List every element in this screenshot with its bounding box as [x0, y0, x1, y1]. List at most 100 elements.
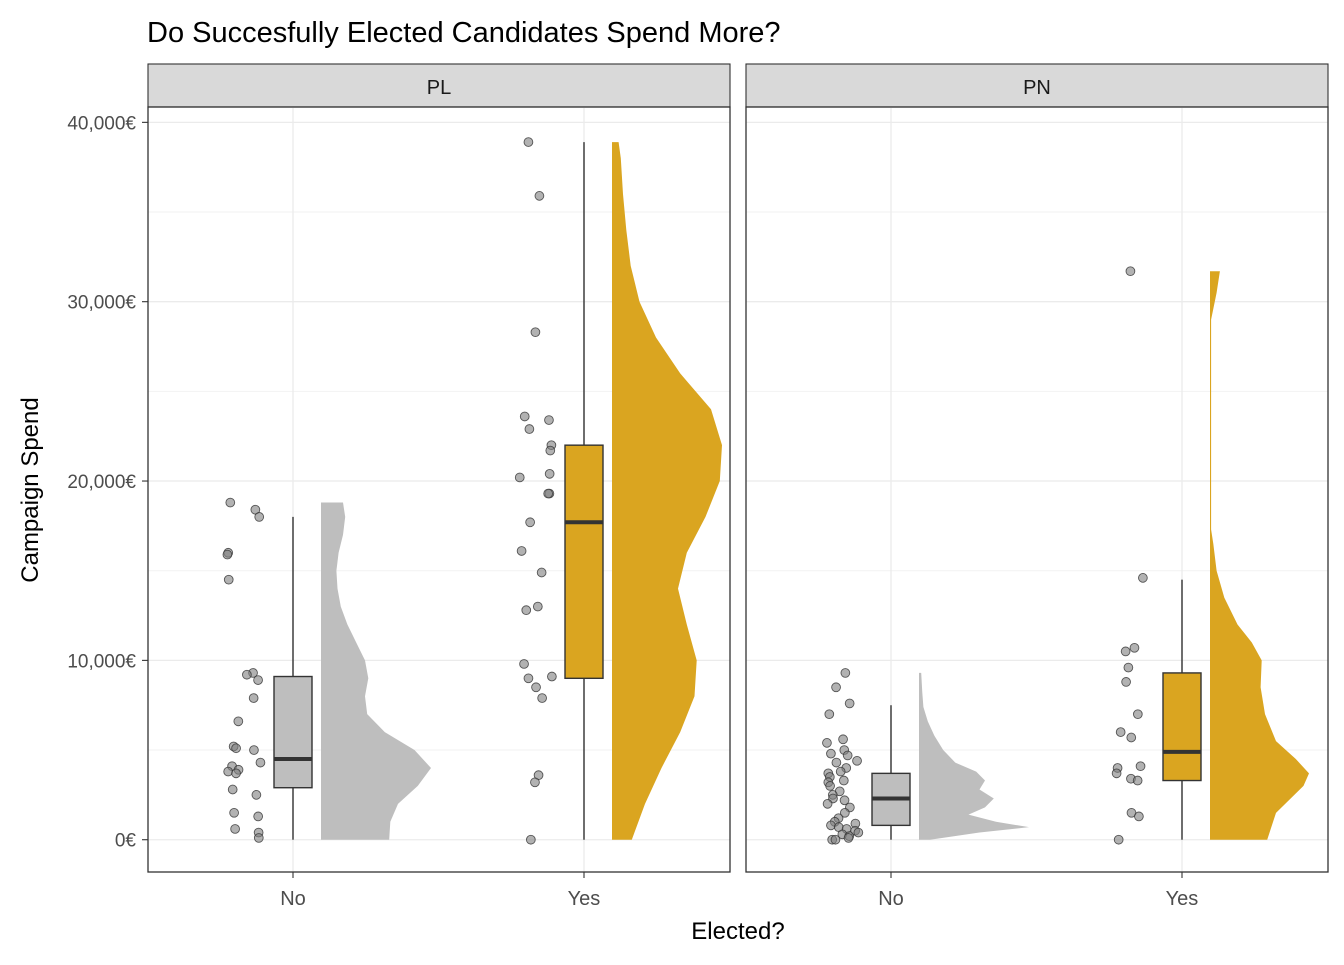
box-iqr	[1162, 672, 1202, 782]
data-point	[840, 668, 851, 678]
group-pl-no	[222, 497, 431, 843]
data-point	[534, 191, 545, 201]
data-point	[1129, 642, 1140, 653]
data-point	[249, 745, 259, 755]
density-half-violin	[612, 142, 722, 840]
panel-border	[147, 106, 731, 873]
data-point	[531, 682, 541, 693]
data-point	[233, 716, 244, 727]
data-point	[844, 698, 855, 709]
data-point	[839, 807, 850, 818]
data-point	[524, 424, 535, 434]
data-point	[830, 834, 841, 845]
data-point	[253, 833, 264, 843]
data-point	[231, 743, 241, 754]
y-tick-label: 10,000€	[67, 651, 136, 672]
data-point	[229, 807, 239, 818]
y-tick-label: 30,000€	[67, 293, 136, 314]
data-point	[1123, 662, 1134, 673]
data-point	[530, 777, 540, 788]
y-axis: 0€ 10,000€ 20,000€ 30,000€ 40,000€	[67, 113, 148, 852]
data-point	[521, 605, 532, 616]
data-point	[1126, 732, 1137, 743]
data-point	[519, 411, 530, 422]
y-axis-label: Campaign Spend	[17, 397, 44, 582]
data-point	[831, 682, 841, 693]
facet-pl: PL No Yes	[147, 63, 731, 910]
data-point	[824, 709, 835, 720]
y-tick-label: 20,000€	[67, 472, 136, 493]
data-point	[1134, 811, 1144, 822]
data-point	[1138, 573, 1148, 583]
group-pn-no	[822, 668, 1029, 845]
data-point	[1135, 761, 1146, 772]
data-point	[253, 675, 263, 685]
data-point	[838, 775, 849, 786]
data-point	[1121, 677, 1131, 687]
data-point	[852, 755, 862, 766]
facet-strip	[745, 63, 1329, 108]
data-point	[544, 415, 554, 425]
data-point	[843, 833, 854, 843]
data-point	[227, 784, 238, 795]
data-point	[516, 546, 527, 556]
data-point	[1125, 266, 1136, 277]
data-point	[822, 738, 832, 748]
facet-strip-label: PN	[1023, 77, 1051, 99]
data-point	[251, 790, 262, 800]
data-point	[223, 766, 234, 777]
box-iqr	[273, 675, 313, 789]
data-point	[519, 659, 529, 669]
data-point	[544, 469, 555, 479]
data-point	[223, 574, 234, 585]
x-axis-label: Elected?	[691, 918, 784, 945]
facet-pn: PN No Yes	[745, 63, 1329, 910]
density-half-violin	[919, 672, 1029, 840]
x-tick-label: Yes	[1166, 888, 1199, 910]
data-point	[523, 137, 534, 147]
data-point	[822, 798, 833, 809]
y-tick-label: 0€	[115, 831, 137, 852]
data-point	[1132, 775, 1143, 786]
data-point	[532, 601, 543, 612]
data-point	[222, 549, 233, 560]
data-point	[831, 757, 842, 768]
data-point	[526, 834, 536, 845]
x-tick-label: No	[878, 888, 904, 910]
data-point	[853, 827, 864, 838]
data-point	[231, 768, 241, 779]
data-point	[545, 445, 556, 456]
y-tick-label: 40,000€	[67, 113, 136, 134]
group-pn-yes	[1111, 266, 1309, 845]
density-half-violin	[321, 502, 431, 840]
data-point	[248, 693, 259, 703]
data-point	[825, 781, 835, 791]
data-point	[225, 497, 236, 508]
data-point	[826, 820, 836, 831]
data-point	[525, 517, 535, 528]
data-point	[1120, 646, 1131, 657]
data-point	[543, 488, 554, 499]
data-point	[530, 327, 541, 338]
facet-strip-label: PL	[427, 77, 451, 99]
data-point	[523, 673, 534, 684]
box-iqr	[564, 444, 604, 680]
data-point	[230, 824, 240, 834]
panel-border	[745, 106, 1329, 873]
facet-strip	[147, 63, 731, 108]
data-point	[253, 811, 264, 822]
group-pl-yes	[514, 137, 722, 845]
data-point	[537, 693, 547, 703]
density-half-violin	[1210, 271, 1309, 840]
data-point	[254, 512, 265, 522]
data-point	[255, 757, 266, 768]
chart-title: Do Succesfully Elected Candidates Spend …	[147, 17, 781, 49]
data-point	[1111, 768, 1122, 779]
x-tick-label: No	[280, 888, 306, 910]
data-point	[842, 750, 853, 761]
data-point	[1132, 709, 1143, 720]
data-point	[1113, 834, 1124, 845]
facet-panels: PL No Yes PN No Yes	[147, 63, 1329, 910]
